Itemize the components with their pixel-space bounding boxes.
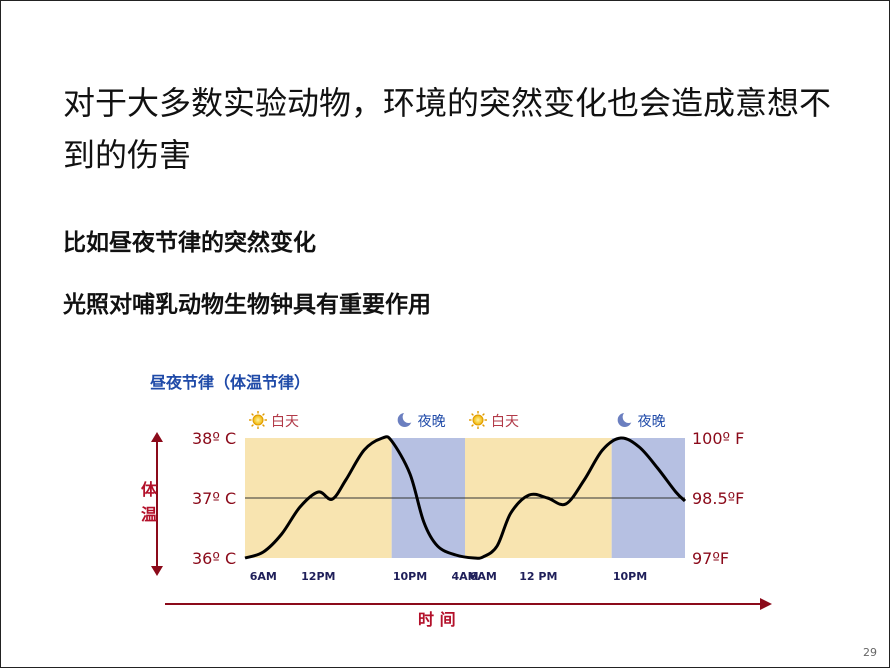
y-axis-label-2: 温 bbox=[140, 505, 157, 524]
bullet-light: 光照对哺乳动物生物钟具有重要作用 bbox=[63, 292, 431, 318]
y-tick-right-1: 98.5ºF bbox=[692, 489, 744, 508]
moon-icon bbox=[617, 411, 635, 427]
band-label-3: 夜晚 bbox=[638, 414, 666, 430]
x-tick-4: 6AM bbox=[470, 570, 497, 583]
y-tick-right-0: 100º F bbox=[692, 429, 744, 448]
x-tick-2: 10PM bbox=[393, 570, 427, 583]
slide-title: 对于大多数实验动物，环境的突然变化也会造成意想不到的伤害 bbox=[63, 84, 832, 174]
moon-icon bbox=[397, 411, 415, 427]
x-tick-5: 12 PM bbox=[519, 570, 557, 583]
x-tick-6: 10PM bbox=[613, 570, 647, 583]
x-axis-arrow bbox=[165, 598, 772, 610]
x-tick-1: 12PM bbox=[301, 570, 335, 583]
y-tick-left-1: 37º C bbox=[192, 489, 236, 508]
y-tick-left-0: 38º C bbox=[192, 429, 236, 448]
y-axis-label-1: 体 bbox=[141, 480, 158, 499]
bullet-circadian: 比如昼夜节律的突然变化 bbox=[63, 230, 316, 256]
x-tick-3: 4AM bbox=[451, 570, 478, 583]
y-tick-left-2: 36º C bbox=[192, 549, 236, 568]
sun-icon bbox=[249, 411, 267, 429]
sun-icon bbox=[469, 411, 487, 429]
chart-title: 昼夜节律（体温节律） bbox=[149, 373, 310, 392]
band-label-1: 夜晚 bbox=[418, 414, 446, 430]
x-tick-0: 6AM bbox=[250, 570, 277, 583]
band-label-0: 白天 bbox=[271, 414, 299, 430]
band-label-2: 白天 bbox=[491, 414, 519, 430]
x-axis-label: 时 间 bbox=[418, 610, 456, 629]
y-tick-right-2: 97ºF bbox=[692, 549, 729, 568]
temperature-curve bbox=[244, 435, 687, 560]
page-number: 29 bbox=[863, 646, 877, 659]
y-axis-arrow bbox=[151, 432, 163, 576]
